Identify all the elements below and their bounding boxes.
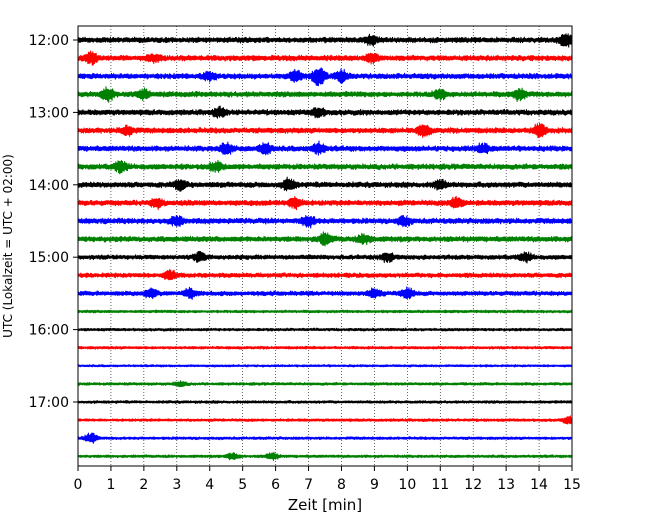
y-tick-label: 17:00 [29, 395, 69, 411]
trace-1330 [77, 140, 573, 156]
trace-1545 [77, 309, 573, 314]
x-tick-label: 1 [106, 477, 115, 493]
x-tick-label: 11 [431, 477, 449, 493]
y-axis: 12:00 13:00 14:00 15:00 16:00 17:00 [29, 33, 78, 411]
trace-1430 [77, 215, 573, 229]
x-tick-label: 8 [337, 477, 346, 493]
x-tick-label: 6 [271, 477, 280, 493]
trace-1300 [77, 105, 573, 119]
x-axis-label: Zeit [min] [288, 496, 362, 514]
x-tick-label: 10 [398, 477, 416, 493]
trace-1445 [77, 231, 573, 247]
trace-1345 [77, 159, 573, 175]
traces [77, 33, 573, 462]
y-tick-label: 16:00 [29, 323, 69, 339]
trace-1215 [77, 50, 573, 66]
trace-1645 [77, 380, 573, 388]
x-axis: 0 1 2 3 4 5 6 7 8 9 10 11 12 13 14 15 [74, 466, 581, 493]
trace-1415 [77, 195, 573, 211]
trace-1230 [77, 67, 573, 87]
trace-1400 [77, 176, 573, 193]
y-axis-label: UTC (Lokalzeit = UTC + 02:00) [1, 154, 15, 338]
vertical-grid [110, 26, 540, 466]
trace-1615 [77, 345, 573, 350]
trace-1600 [77, 327, 573, 332]
x-tick-label: 4 [205, 477, 214, 493]
x-tick-label: 7 [304, 477, 313, 493]
trace-1700 [77, 399, 573, 404]
trace-1530 [77, 286, 573, 300]
y-tick-label: 13:00 [29, 105, 69, 121]
trace-1515 [77, 269, 573, 281]
trace-1315 [77, 122, 573, 139]
trace-1630 [77, 364, 573, 368]
x-tick-label: 0 [74, 477, 83, 493]
x-tick-label: 13 [497, 477, 515, 493]
x-tick-label: 5 [238, 477, 247, 493]
trace-1715 [77, 415, 573, 425]
trace-1245 [77, 86, 573, 103]
trace-1500 [77, 250, 573, 264]
trace-1200 [77, 33, 573, 48]
y-tick-label: 12:00 [29, 33, 69, 49]
y-tick-label: 15:00 [29, 250, 69, 266]
y-tick-label: 14:00 [29, 178, 69, 194]
x-tick-label: 3 [172, 477, 181, 493]
x-tick-label: 2 [139, 477, 148, 493]
trace-1730 [77, 432, 573, 444]
x-tick-label: 15 [563, 477, 581, 493]
x-tick-label: 12 [464, 477, 482, 493]
trace-1745 [77, 451, 573, 462]
plot-frame [77, 25, 573, 467]
x-tick-label: 14 [530, 477, 548, 493]
x-tick-label: 9 [370, 477, 379, 493]
